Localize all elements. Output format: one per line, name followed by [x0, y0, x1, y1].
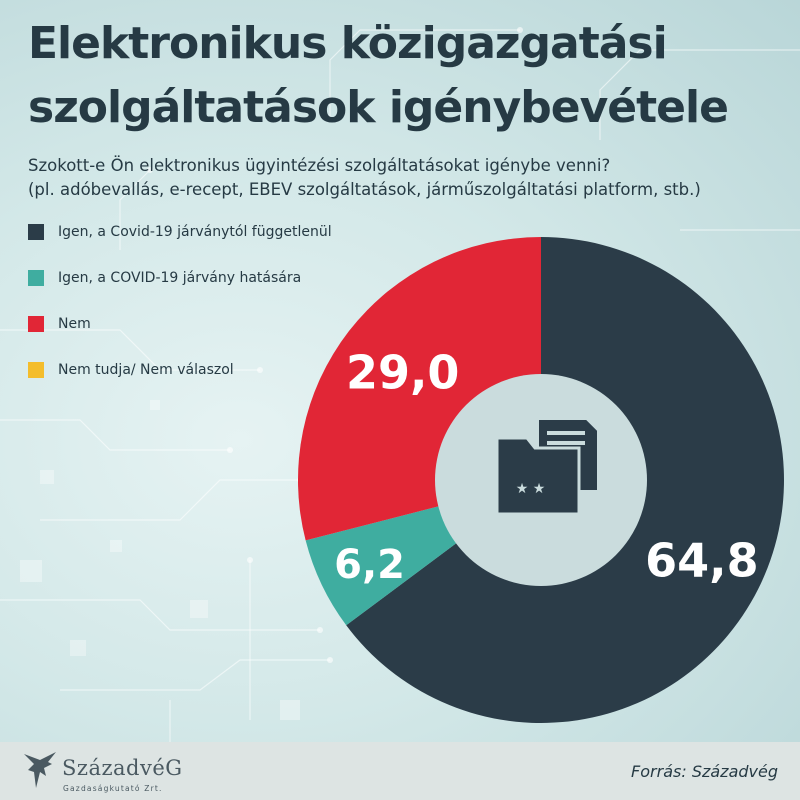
eagle-logo-icon — [24, 752, 56, 788]
svg-text:★: ★ — [533, 481, 546, 497]
value-label: 6,2 — [334, 542, 405, 588]
svg-text:★: ★ — [516, 481, 529, 497]
donut-chart: ★ ★ 64,8 6,2 29,0 — [297, 236, 785, 724]
logo-wordmark: SzázadvéG — [62, 756, 183, 780]
value-label: 29,0 — [346, 346, 460, 400]
legend-swatch — [28, 316, 44, 332]
folder-document-icon: ★ ★ — [495, 416, 601, 516]
footer-bar: SzázadvéG Gazdaságkutató Zrt. Forrás: Sz… — [0, 742, 800, 800]
legend-label: Igen, a Covid-19 járványtól függetlenül — [58, 224, 332, 240]
chart-legend: Igen, a Covid-19 járványtól függetlenül … — [28, 222, 332, 406]
legend-label: Nem — [58, 316, 91, 332]
chart-subtitle-line-1: Szokott-e Ön elektronikus ügyintézési sz… — [28, 156, 611, 175]
value-label: 64,8 — [645, 534, 759, 588]
legend-swatch — [28, 362, 44, 378]
legend-swatch — [28, 224, 44, 240]
legend-label: Igen, a COVID-19 járvány hatására — [58, 270, 302, 286]
legend-item-dont-know: Nem tudja/ Nem válaszol — [28, 360, 332, 380]
legend-swatch — [28, 270, 44, 286]
source-note: Forrás: Századvég — [631, 762, 778, 781]
legend-item-covid-independent: Igen, a Covid-19 járványtól függetlenül — [28, 222, 332, 242]
chart-subtitle-line-2: (pl. adóbevallás, e-recept, EBEV szolgál… — [28, 180, 701, 199]
legend-item-covid-caused: Igen, a COVID-19 járvány hatására — [28, 268, 332, 288]
chart-title-line-1: Elektronikus közigazgatási — [28, 18, 668, 69]
legend-item-no: Nem — [28, 314, 332, 334]
chart-title-line-2: szolgáltatások igénybevétele — [28, 82, 729, 133]
legend-label: Nem tudja/ Nem válaszol — [58, 362, 234, 378]
logo-subtext: Gazdaságkutató Zrt. — [63, 784, 163, 793]
